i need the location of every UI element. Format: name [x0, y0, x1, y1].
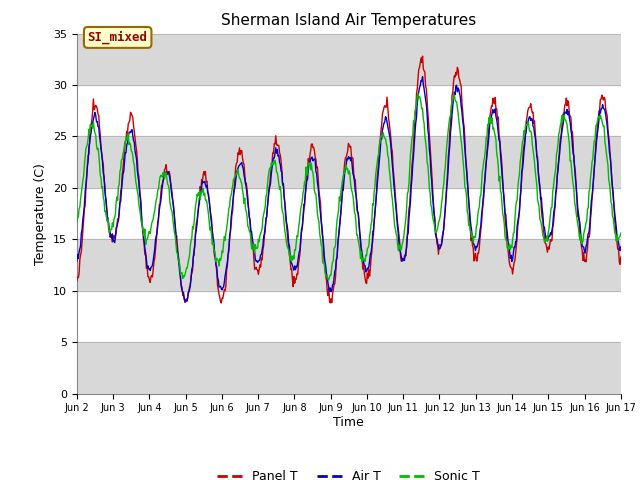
- Bar: [77, 34, 621, 85]
- X-axis label: Time: Time: [333, 416, 364, 429]
- Bar: [77, 136, 621, 188]
- Bar: [77, 342, 621, 394]
- Legend: Panel T, Air T, Sonic T: Panel T, Air T, Sonic T: [212, 465, 485, 480]
- Bar: [77, 240, 621, 291]
- Y-axis label: Temperature (C): Temperature (C): [35, 163, 47, 264]
- Text: SI_mixed: SI_mixed: [88, 31, 148, 44]
- Title: Sherman Island Air Temperatures: Sherman Island Air Temperatures: [221, 13, 476, 28]
